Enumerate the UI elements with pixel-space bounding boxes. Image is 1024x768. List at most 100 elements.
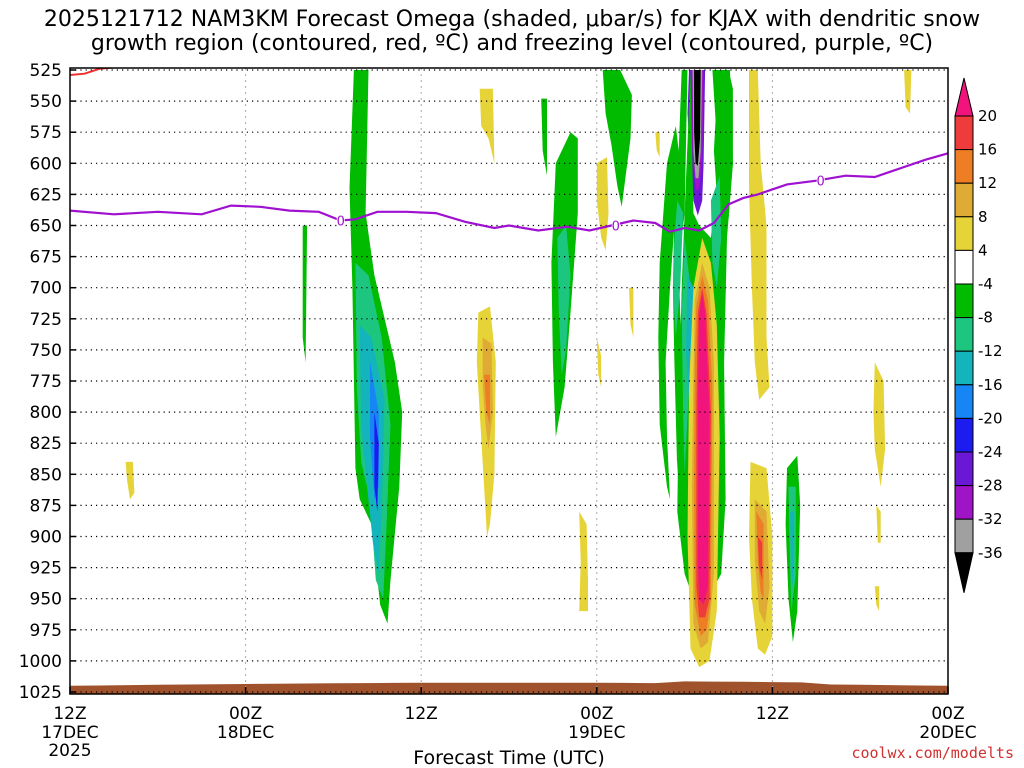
omega-region-4 <box>655 132 660 158</box>
colorbar-bottom-arrow <box>954 552 974 593</box>
y-tick-label: 625 <box>30 185 62 205</box>
colorbar-label: 12 <box>978 174 997 192</box>
omega-region-4 <box>629 287 634 338</box>
colorbar-segment <box>954 182 974 218</box>
omega-region--36 <box>694 70 701 166</box>
freezing-level-label: 0 <box>817 175 825 190</box>
y-tick-label: 800 <box>30 403 62 423</box>
y-tick-label: 700 <box>30 279 62 299</box>
freezing-level-label-bg <box>816 174 825 187</box>
colorbar-segment <box>954 384 974 419</box>
colorbar-segment <box>954 317 974 352</box>
terrain-fill <box>70 681 948 694</box>
contour-lines: 0 0 0 <box>70 68 948 235</box>
y-tick-label: 900 <box>30 528 62 548</box>
colorbar-segment <box>954 216 974 251</box>
colorbar-segment <box>954 149 974 184</box>
freezing-level-label-bg <box>611 219 620 232</box>
colorbar-label: -32 <box>978 510 1003 528</box>
omega-region--20 <box>374 412 379 512</box>
omega-region--8 <box>557 225 571 375</box>
colorbar-segment <box>954 485 974 520</box>
y-tick-label: 950 <box>30 590 62 610</box>
y-tick-label: 525 <box>30 61 62 81</box>
x-tick-label: 00Z <box>229 704 262 724</box>
omega-region-4 <box>125 461 135 500</box>
y-tick-label: 575 <box>30 123 62 143</box>
x-tick-label: 12Z <box>756 704 789 724</box>
x-tick-date: 17DEC <box>41 723 98 743</box>
omega-region-12 <box>484 374 490 425</box>
omega-region--12 <box>686 275 694 400</box>
x-tick-label: 00Z <box>580 704 613 724</box>
x-tick-date: 20DEC <box>919 723 976 743</box>
omega-region-16 <box>757 536 763 580</box>
omega-region-4 <box>596 157 609 251</box>
omega-region--4 <box>541 98 547 176</box>
colorbar-label: -20 <box>978 409 1003 427</box>
y-tick-label: 825 <box>30 434 62 454</box>
colorbar-label: -4 <box>978 275 993 293</box>
colorbar: 20 16 12 8 4 -4 -8 -12 -16 -20 -24 -28 -32 -36 <box>954 77 1003 593</box>
x-tick-label: 12Z <box>53 704 86 724</box>
colorbar-segment <box>954 350 974 386</box>
omega-region-4 <box>596 337 602 388</box>
omega-region-4 <box>479 88 495 164</box>
y-tick-label: 725 <box>30 310 62 330</box>
colorbar-label: -8 <box>978 309 993 327</box>
omega-region--4 <box>302 225 308 363</box>
x-tick-label: 00Z <box>931 704 964 724</box>
omega-region-4 <box>876 505 881 543</box>
colorbar-segment <box>954 115 974 151</box>
y-tick-label: 550 <box>30 92 62 112</box>
colorbar-label: -36 <box>978 544 1003 562</box>
omega-region-4 <box>579 511 588 612</box>
freezing-level-label: 0 <box>612 220 620 235</box>
colorbar-label: 4 <box>978 241 988 259</box>
y-tick-label: 850 <box>30 465 62 485</box>
colorbar-label: 20 <box>978 107 997 125</box>
x-tick-date: 18DEC <box>217 723 274 743</box>
y-tick-label: 975 <box>30 621 62 641</box>
colorbar-segment <box>954 518 974 554</box>
omega-shading <box>70 70 948 694</box>
y-tick-label: 1025 <box>19 683 62 703</box>
y-axis: 525 550 575 600 625 650 675 700 725 750 775 800 825 8… <box>19 61 76 703</box>
x-tick-date: 19DEC <box>568 723 625 743</box>
y-tick-label: 600 <box>30 154 62 174</box>
y-tick-label: 875 <box>30 496 62 516</box>
y-tick-label: 750 <box>30 341 62 361</box>
omega-region--8 <box>710 175 722 288</box>
y-tick-label: 675 <box>30 248 62 268</box>
y-tick-label: 925 <box>30 559 62 579</box>
colorbar-top-arrow <box>954 77 974 117</box>
colorbar-label: 16 <box>978 141 997 159</box>
colorbar-segment <box>954 249 974 285</box>
freezing-level-label-bg <box>336 214 345 227</box>
colorbar-segment <box>954 451 974 487</box>
omega-region-4 <box>904 70 912 114</box>
x-tick-label: 12Z <box>405 704 438 724</box>
omega-region-4 <box>873 362 886 487</box>
x-axis-label: Forecast Time (UTC) <box>413 747 604 768</box>
y-tick-label: 650 <box>30 217 62 237</box>
freezing-level-label: 0 <box>337 215 345 230</box>
omega-region--4 <box>602 70 632 207</box>
chart-title-line-2: growth region (contoured, red, ºC) and f… <box>90 31 934 56</box>
omega-region-20 <box>697 293 710 605</box>
omega-region--4 <box>672 70 688 475</box>
colorbar-label: 8 <box>978 208 988 226</box>
dendritic-zone-line <box>70 68 116 76</box>
omega-region--8 <box>672 200 684 338</box>
plot-frame <box>69 67 949 695</box>
colorbar-label: -28 <box>978 477 1003 495</box>
colorbar-segment <box>954 417 974 453</box>
omega-region-4 <box>749 70 770 400</box>
colorbar-label: -16 <box>978 376 1003 394</box>
chart-title-line-1: 2025121712 NAM3KM Forecast Omega (shaded… <box>43 7 981 32</box>
colorbar-segment <box>954 283 974 319</box>
grid-lines <box>70 68 948 694</box>
y-tick-label: 1000 <box>19 652 62 672</box>
